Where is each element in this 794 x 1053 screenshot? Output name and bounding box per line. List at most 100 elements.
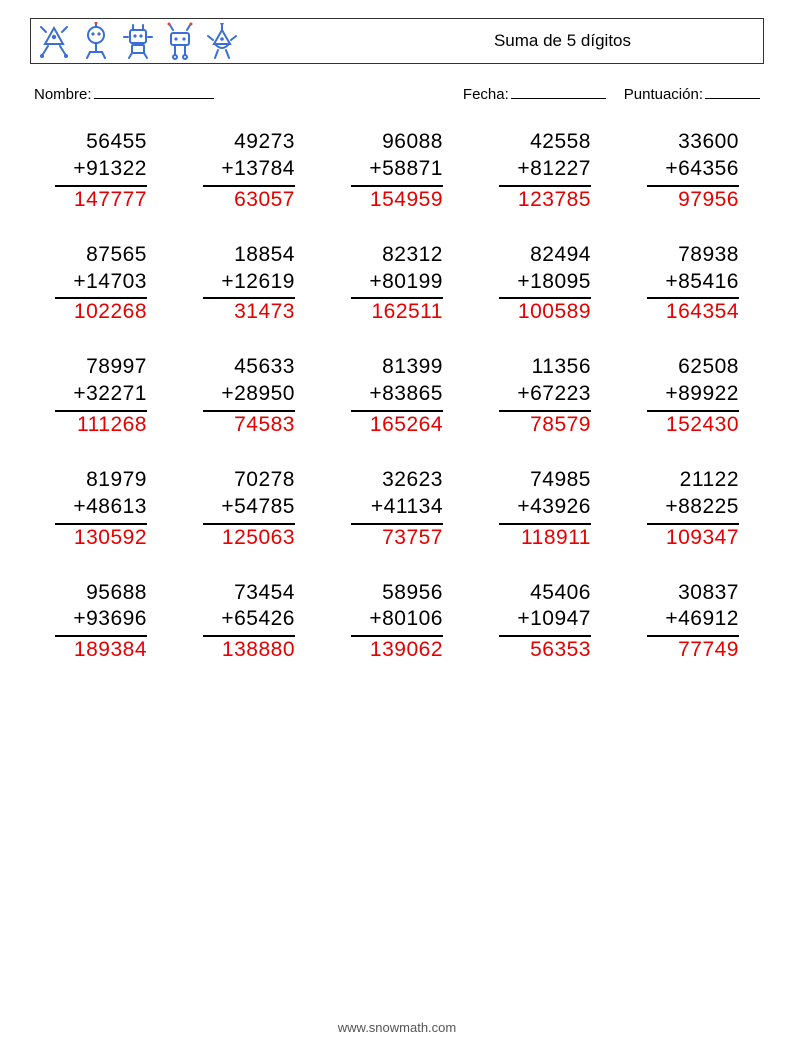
header-bar: Suma de 5 dígitos xyxy=(30,18,764,64)
problem-column: 95688+93696189384 xyxy=(55,580,147,665)
problem-column: 32623+4113473757 xyxy=(351,467,443,552)
name-label: Nombre: xyxy=(34,86,92,103)
addition-problem: 56455+91322147777 xyxy=(32,129,170,214)
worksheet-page: Suma de 5 dígitos Nombre: Fecha: Puntuac… xyxy=(0,0,794,1053)
addition-problem: 18854+1261931473 xyxy=(180,242,318,327)
date-field: Fecha: xyxy=(463,86,606,103)
robot-icon xyxy=(121,22,155,60)
problem-column: 42558+81227123785 xyxy=(499,129,591,214)
operand-1: 82494 xyxy=(499,242,591,269)
operand-1: 18854 xyxy=(203,242,295,269)
operand-1: 78997 xyxy=(55,354,147,381)
operand-1: 62508 xyxy=(647,354,739,381)
name-field: Nombre: xyxy=(34,86,214,103)
operand-1: 49273 xyxy=(203,129,295,156)
worksheet-title: Suma de 5 dígitos xyxy=(494,31,631,51)
operand-2: +46912 xyxy=(647,606,739,637)
robot-icon xyxy=(205,22,239,60)
robot-icon xyxy=(37,22,71,60)
answer: 31473 xyxy=(203,299,295,326)
operand-1: 87565 xyxy=(55,242,147,269)
answer: 74583 xyxy=(203,412,295,439)
meta-row: Nombre: Fecha: Puntuación: xyxy=(34,86,760,103)
addition-problem: 49273+1378463057 xyxy=(180,129,318,214)
operand-2: +32271 xyxy=(55,381,147,412)
answer: 100589 xyxy=(499,299,591,326)
score-blank[interactable] xyxy=(705,98,760,99)
addition-problem: 74985+43926118911 xyxy=(476,467,614,552)
operand-1: 81399 xyxy=(351,354,443,381)
answer: 164354 xyxy=(647,299,739,326)
problem-column: 45633+2895074583 xyxy=(203,354,295,439)
answer: 165264 xyxy=(351,412,443,439)
date-blank[interactable] xyxy=(511,98,606,99)
operand-1: 21122 xyxy=(647,467,739,494)
answer: 73757 xyxy=(351,525,443,552)
addition-problem: 78997+32271111268 xyxy=(32,354,170,439)
operand-1: 74985 xyxy=(499,467,591,494)
operand-2: +81227 xyxy=(499,156,591,187)
addition-problem: 42558+81227123785 xyxy=(476,129,614,214)
answer: 138880 xyxy=(203,637,295,664)
footer-url: www.snowmath.com xyxy=(0,1020,794,1035)
problem-column: 49273+1378463057 xyxy=(203,129,295,214)
operand-1: 32623 xyxy=(351,467,443,494)
score-field: Puntuación: xyxy=(624,86,760,103)
answer: 97956 xyxy=(647,187,739,214)
answer: 78579 xyxy=(499,412,591,439)
operand-2: +93696 xyxy=(55,606,147,637)
addition-problem: 87565+14703102268 xyxy=(32,242,170,327)
answer: 152430 xyxy=(647,412,739,439)
operand-1: 58956 xyxy=(351,580,443,607)
operand-2: +80199 xyxy=(351,269,443,300)
problem-column: 62508+89922152430 xyxy=(647,354,739,439)
problem-column: 11356+6722378579 xyxy=(499,354,591,439)
addition-problem: 95688+93696189384 xyxy=(32,580,170,665)
problem-column: 87565+14703102268 xyxy=(55,242,147,327)
problem-column: 58956+80106139062 xyxy=(351,580,443,665)
operand-1: 95688 xyxy=(55,580,147,607)
operand-2: +58871 xyxy=(351,156,443,187)
addition-problem: 58956+80106139062 xyxy=(328,580,466,665)
problem-column: 82494+18095100589 xyxy=(499,242,591,327)
problem-column: 33600+6435697956 xyxy=(647,129,739,214)
operand-1: 45633 xyxy=(203,354,295,381)
addition-problem: 82494+18095100589 xyxy=(476,242,614,327)
answer: 123785 xyxy=(499,187,591,214)
operand-1: 30837 xyxy=(647,580,739,607)
problem-column: 70278+54785125063 xyxy=(203,467,295,552)
addition-problem: 82312+80199162511 xyxy=(328,242,466,327)
name-blank[interactable] xyxy=(94,98,214,99)
addition-problem: 81979+48613130592 xyxy=(32,467,170,552)
answer: 63057 xyxy=(203,187,295,214)
operand-1: 82312 xyxy=(351,242,443,269)
date-label: Fecha: xyxy=(463,86,509,103)
answer: 109347 xyxy=(647,525,739,552)
operand-2: +64356 xyxy=(647,156,739,187)
addition-problem: 73454+65426138880 xyxy=(180,580,318,665)
operand-2: +48613 xyxy=(55,494,147,525)
addition-problem: 32623+4113473757 xyxy=(328,467,466,552)
problems-grid: 56455+91322147777 49273+1378463057 96088+5… xyxy=(30,129,764,664)
operand-1: 33600 xyxy=(647,129,739,156)
addition-problem: 33600+6435697956 xyxy=(624,129,762,214)
addition-problem: 11356+6722378579 xyxy=(476,354,614,439)
operand-2: +65426 xyxy=(203,606,295,637)
problem-column: 30837+4691277749 xyxy=(647,580,739,665)
operand-1: 70278 xyxy=(203,467,295,494)
problem-column: 74985+43926118911 xyxy=(499,467,591,552)
operand-2: +67223 xyxy=(499,381,591,412)
operand-1: 56455 xyxy=(55,129,147,156)
addition-problem: 96088+58871154959 xyxy=(328,129,466,214)
problem-column: 78938+85416164354 xyxy=(647,242,739,327)
addition-problem: 30837+4691277749 xyxy=(624,580,762,665)
operand-2: +13784 xyxy=(203,156,295,187)
answer: 189384 xyxy=(55,637,147,664)
robot-icons xyxy=(37,22,239,60)
operand-2: +41134 xyxy=(351,494,443,525)
operand-1: 73454 xyxy=(203,580,295,607)
operand-2: +89922 xyxy=(647,381,739,412)
addition-problem: 21122+88225109347 xyxy=(624,467,762,552)
operand-2: +14703 xyxy=(55,269,147,300)
operand-1: 11356 xyxy=(499,354,591,381)
